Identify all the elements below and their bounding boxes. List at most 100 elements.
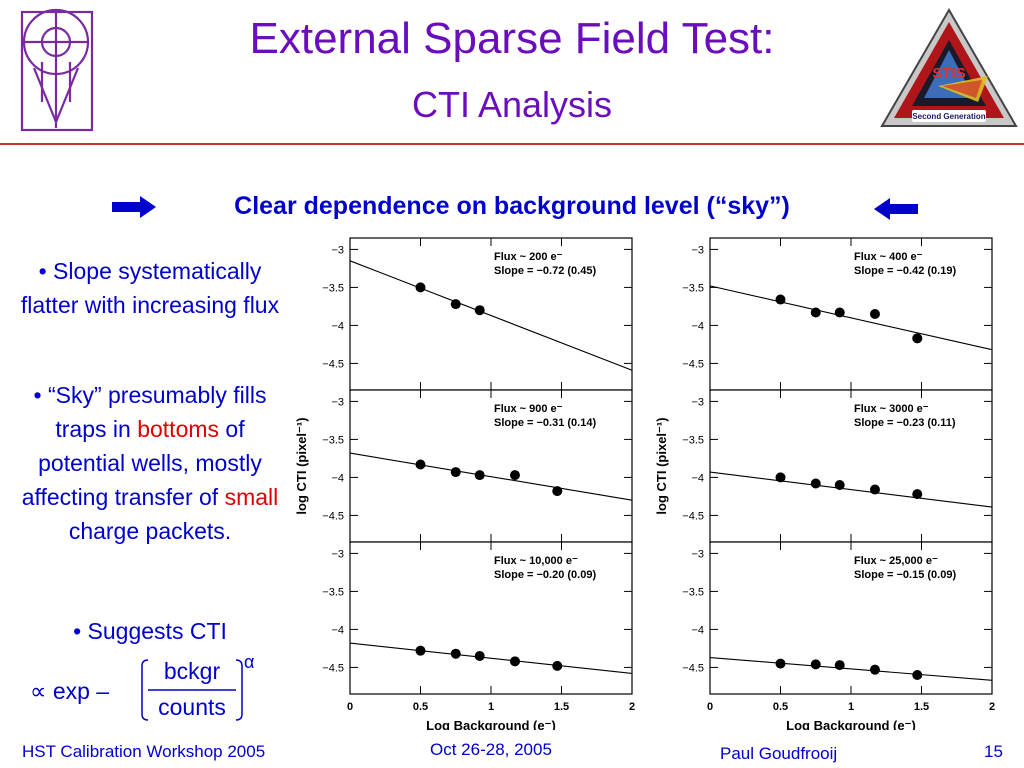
y-axis-label: log CTI (pixel⁻¹) xyxy=(294,417,309,514)
y-tick-label: −3.5 xyxy=(322,434,344,446)
data-point xyxy=(415,459,426,470)
slide-subtitle: CTI Analysis xyxy=(411,84,613,125)
y-tick-label: −4 xyxy=(691,320,704,332)
panel-frame-6 xyxy=(709,541,993,695)
data-point xyxy=(509,470,520,481)
data-point xyxy=(869,484,880,495)
data-point xyxy=(450,299,461,310)
slope-label-5: Slope = −0.20 (0.09) xyxy=(494,569,596,581)
flux-label-2: Flux ~ 400 e⁻ xyxy=(854,251,923,263)
formula-numerator: bckgr xyxy=(163,658,221,684)
patch-badge-text: Second Generation xyxy=(912,112,985,121)
y-tick-label: −4.5 xyxy=(682,510,704,522)
x-axis-label: Log Background (e⁻) xyxy=(426,718,556,730)
stis-mission-patch: STIS Second Generation xyxy=(878,6,1020,132)
y-tick-label: −3 xyxy=(691,548,704,560)
formula-denominator: counts xyxy=(158,694,226,720)
data-point xyxy=(869,309,880,319)
data-point xyxy=(552,660,563,671)
slide-title: External Sparse Field Test: xyxy=(249,14,775,63)
y-tick-label: −4 xyxy=(331,624,344,636)
formula-exponent: α xyxy=(244,652,255,672)
data-point xyxy=(474,651,485,661)
data-point xyxy=(450,648,461,659)
data-point xyxy=(474,305,485,316)
slope-label-1: Slope = −0.72 (0.45) xyxy=(494,265,596,277)
panel-frame-3 xyxy=(349,389,633,543)
formula-prefix: ∝ exp – xyxy=(30,678,110,704)
bullet-sky-text-1: • “Sky” presumably fills traps in xyxy=(33,382,267,442)
headline: Clear dependence on background level (“s… xyxy=(234,192,790,220)
y-tick-label: −3.5 xyxy=(322,586,344,598)
data-point xyxy=(509,656,520,667)
fit-line-4 xyxy=(709,471,993,508)
cti-panel-chart: −3 −3.5 −4 −4.5 Flux ~ 200 e⁻ Slope = −0.72 (… xyxy=(294,237,995,730)
y-tick-label: −3.5 xyxy=(682,282,704,294)
y-tick-label: −4.5 xyxy=(322,358,344,370)
fit-line-6 xyxy=(709,656,993,681)
flux-label-6: Flux ~ 25,000 e⁻ xyxy=(854,555,938,567)
stsci-logo xyxy=(12,2,98,132)
data-point xyxy=(912,489,923,500)
data-point xyxy=(775,472,786,483)
data-point xyxy=(810,478,821,489)
x-tick-label: 2 xyxy=(629,701,635,713)
data-point xyxy=(810,659,821,670)
x-tick-label: 0 xyxy=(347,701,353,713)
y-tick-label: −4 xyxy=(691,472,704,484)
x-tick-label: 1.5 xyxy=(914,701,929,713)
bullet-sky-text-2: of potential wells, mostly affecting tra… xyxy=(21,416,262,510)
data-point xyxy=(869,664,880,675)
left-arrow-icon xyxy=(874,198,918,225)
bullet-sky-emphasis-1: bottoms xyxy=(137,416,220,442)
y-tick-label: −3 xyxy=(331,396,344,408)
slope-label-2: Slope = −0.42 (0.19) xyxy=(854,265,956,277)
slope-label-3: Slope = −0.31 (0.14) xyxy=(494,417,596,429)
data-point xyxy=(834,660,845,671)
bullet-sky: • “Sky” presumably fills traps in bottom… xyxy=(10,378,290,548)
title-divider xyxy=(0,143,1024,145)
x-axis-label: Log Background (e⁻) xyxy=(786,718,916,730)
bullet-sky-text-3: charge packets. xyxy=(68,518,232,544)
y-tick-label: −4.5 xyxy=(682,662,704,674)
slope-label-4: Slope = −0.23 (0.11) xyxy=(854,417,956,429)
footer-date: Oct 26-28, 2005 xyxy=(430,740,552,759)
footer-event: HST Calibration Workshop 2005 xyxy=(22,742,266,761)
data-point xyxy=(912,333,923,344)
panel-frame-1 xyxy=(349,237,633,391)
stis-mark: STIS xyxy=(932,65,965,82)
flux-label-1: Flux ~ 200 e⁻ xyxy=(494,251,563,263)
y-tick-label: −4.5 xyxy=(322,662,344,674)
cti-formula: ∝ exp – bckgr counts α xyxy=(30,652,300,726)
fit-line-3 xyxy=(349,452,633,501)
bullet-slope: • Slope systematically flatter with incr… xyxy=(20,258,280,318)
y-tick-label: −3 xyxy=(691,244,704,256)
x-tick-label: 0.5 xyxy=(773,701,788,713)
data-point xyxy=(810,307,821,318)
fit-line-1 xyxy=(349,260,633,371)
y-tick-label: −4.5 xyxy=(322,510,344,522)
y-tick-label: −3.5 xyxy=(322,282,344,294)
panel-frame-4 xyxy=(709,389,993,543)
y-tick-label: −3.5 xyxy=(682,586,704,598)
flux-label-3: Flux ~ 900 e⁻ xyxy=(494,403,563,415)
data-point xyxy=(450,467,461,478)
x-tick-label: 2 xyxy=(989,701,995,713)
data-point xyxy=(834,480,845,490)
x-tick-label: 1.5 xyxy=(554,701,569,713)
footer-author: Paul Goudfrooij xyxy=(720,744,838,763)
y-tick-label: −3 xyxy=(331,548,344,560)
flux-label-5: Flux ~ 10,000 e⁻ xyxy=(494,555,578,567)
formula-brackets xyxy=(141,659,243,721)
panel-frame-5 xyxy=(349,541,633,695)
bullet-sky-emphasis-2: small xyxy=(224,484,279,510)
y-tick-label: −4 xyxy=(331,320,344,332)
y-tick-label: −3 xyxy=(691,396,704,408)
flux-label-4: Flux ~ 3000 e⁻ xyxy=(854,403,929,415)
y-tick-label: −4.5 xyxy=(682,358,704,370)
x-tick-label: 1 xyxy=(488,701,494,713)
data-point xyxy=(775,294,786,305)
data-point xyxy=(912,670,923,680)
panel-frame-2 xyxy=(709,237,993,391)
fit-line-2 xyxy=(709,285,993,351)
